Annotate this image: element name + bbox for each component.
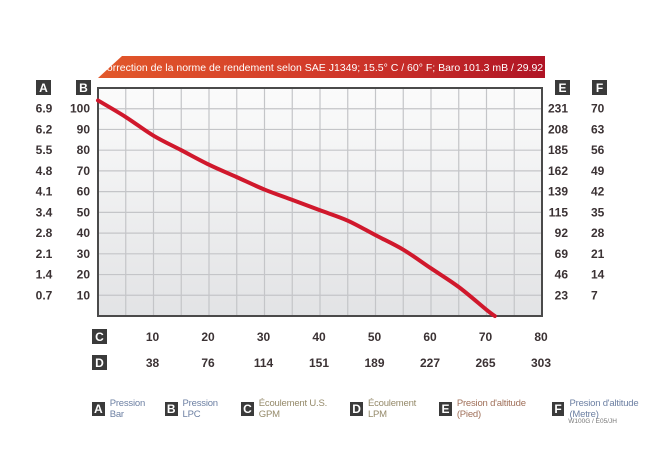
axis-c-tick: 80 bbox=[534, 330, 548, 344]
legend-badge: B bbox=[164, 402, 178, 416]
axis-e-tick: 46 bbox=[555, 268, 569, 282]
axis-f-tick: 49 bbox=[591, 164, 605, 178]
axis-a-tick: 4.1 bbox=[36, 185, 53, 199]
tick-labels: 6.9 100 231 70 6.2 90 208 63 5.5 80 185 56 4.8 70 162 4… bbox=[36, 102, 605, 370]
axis-b-tick: 60 bbox=[77, 185, 91, 199]
axis-d-badge bbox=[92, 355, 107, 370]
axis-b-badge bbox=[76, 80, 91, 95]
axis-a-tick: 6.9 bbox=[36, 102, 53, 116]
axis-d-tick: 227 bbox=[420, 356, 440, 370]
axis-e-tick: 231 bbox=[548, 102, 568, 116]
legend-label: Presion d'altitude (Metre) bbox=[569, 398, 639, 420]
axis-a-tick: 2.1 bbox=[36, 247, 53, 261]
axis-f-tick: 7 bbox=[591, 288, 598, 302]
axis-b-tick: 40 bbox=[77, 226, 91, 240]
axis-e-tick: 162 bbox=[548, 164, 568, 178]
plot-border bbox=[97, 87, 543, 317]
axis-d-tick: 151 bbox=[309, 356, 329, 370]
axis-c-tick: 60 bbox=[423, 330, 437, 344]
axis-c-tick: 50 bbox=[368, 330, 382, 344]
axis-b-tick: 20 bbox=[77, 268, 91, 282]
axis-d-tick: 189 bbox=[364, 356, 384, 370]
axis-b-tick: 30 bbox=[77, 247, 91, 261]
axis-f-tick: 63 bbox=[591, 122, 605, 136]
axis-f-tick: 42 bbox=[591, 185, 605, 199]
axis-f-tick: 28 bbox=[591, 226, 605, 240]
axis-a-badge bbox=[36, 80, 51, 95]
axis-f-tick: 21 bbox=[591, 247, 605, 261]
axis-e-badge bbox=[555, 80, 570, 95]
axis-d-tick: 303 bbox=[531, 356, 551, 370]
axis-d-tick: 38 bbox=[146, 356, 160, 370]
axis-f-badge-letter: F bbox=[596, 81, 603, 95]
axis-badges: A B E F CD bbox=[36, 80, 607, 370]
axis-b-badge-letter: B bbox=[79, 81, 88, 95]
legend-badge: A bbox=[92, 402, 105, 416]
axis-d-tick: 76 bbox=[201, 356, 215, 370]
axis-c-tick: 40 bbox=[312, 330, 326, 344]
axis-c-tick: 10 bbox=[146, 330, 160, 344]
legend-badge: F bbox=[551, 402, 565, 416]
axis-d-badge-letter: D bbox=[95, 356, 104, 370]
legend-item-f: F Presion d'altitude (Metre) bbox=[551, 398, 661, 420]
axis-e-badge-letter: E bbox=[558, 81, 566, 95]
axis-f-tick: 14 bbox=[591, 268, 605, 282]
axis-e-tick: 92 bbox=[555, 226, 569, 240]
legend-label: Pression LPC bbox=[182, 398, 219, 420]
legend: A Pression Bar B Pression LPC C Écoulement U.… bbox=[92, 398, 669, 420]
axis-c-tick: 20 bbox=[201, 330, 215, 344]
axis-c-tick: 30 bbox=[257, 330, 271, 344]
chart-title: Correction de la norme de rendement selo… bbox=[99, 62, 560, 74]
legend-item-d: D Écoulement LPM bbox=[350, 398, 431, 420]
axis-e-tick: 208 bbox=[548, 122, 568, 136]
axis-b-tick: 100 bbox=[70, 102, 90, 116]
axis-b-tick: 90 bbox=[77, 122, 91, 136]
axis-e-tick: 23 bbox=[555, 288, 569, 302]
legend-item-e: E Presion d'altitude (Pied) bbox=[439, 398, 544, 420]
axis-c-tick: 70 bbox=[479, 330, 493, 344]
legend-label: Presion d'altitude (Pied) bbox=[456, 398, 526, 420]
axis-a-tick: 6.2 bbox=[36, 122, 53, 136]
axis-a-tick: 4.8 bbox=[36, 164, 53, 178]
axis-a-tick: 0.7 bbox=[36, 288, 53, 302]
axis-a-badge-letter: A bbox=[39, 81, 48, 95]
axis-e-tick: 185 bbox=[548, 143, 568, 157]
axis-f-tick: 56 bbox=[591, 143, 605, 157]
performance-curve bbox=[96, 98, 497, 318]
axis-d-tick: 265 bbox=[475, 356, 495, 370]
legend-label: Écoulement U.S. GPM bbox=[258, 398, 328, 420]
legend-badge: E bbox=[439, 402, 452, 416]
axis-d-tick: 114 bbox=[254, 356, 274, 370]
legend-item-b: B Pression LPC bbox=[164, 398, 233, 420]
legend-badge: D bbox=[350, 402, 363, 416]
axis-f-tick: 70 bbox=[591, 102, 605, 116]
document-code: W100G / E05/JH bbox=[568, 418, 617, 425]
axis-a-tick: 3.4 bbox=[36, 205, 53, 219]
axis-a-tick: 2.8 bbox=[36, 226, 53, 240]
axis-a-tick: 5.5 bbox=[36, 143, 53, 157]
axis-c-badge-letter: C bbox=[95, 330, 104, 344]
axis-f-tick: 35 bbox=[591, 205, 605, 219]
axis-b-tick: 10 bbox=[77, 288, 91, 302]
axis-e-tick: 139 bbox=[548, 185, 568, 199]
axis-f-badge bbox=[592, 80, 607, 95]
title-banner: Correction de la norme de rendement selo… bbox=[98, 56, 561, 78]
axis-c-badge bbox=[92, 329, 107, 344]
legend-badge: C bbox=[241, 402, 254, 416]
axis-e-tick: 69 bbox=[555, 247, 569, 261]
axis-b-tick: 80 bbox=[77, 143, 91, 157]
axis-b-tick: 50 bbox=[77, 205, 91, 219]
legend-item-a: A Pression Bar bbox=[92, 398, 157, 420]
legend-label: Écoulement LPM bbox=[367, 398, 417, 420]
legend-label: Pression Bar bbox=[109, 398, 146, 420]
axis-e-tick: 115 bbox=[549, 205, 569, 219]
axis-b-tick: 70 bbox=[77, 164, 91, 178]
axis-a-tick: 1.4 bbox=[36, 268, 53, 282]
legend-item-c: C Écoulement U.S. GPM bbox=[241, 398, 342, 420]
